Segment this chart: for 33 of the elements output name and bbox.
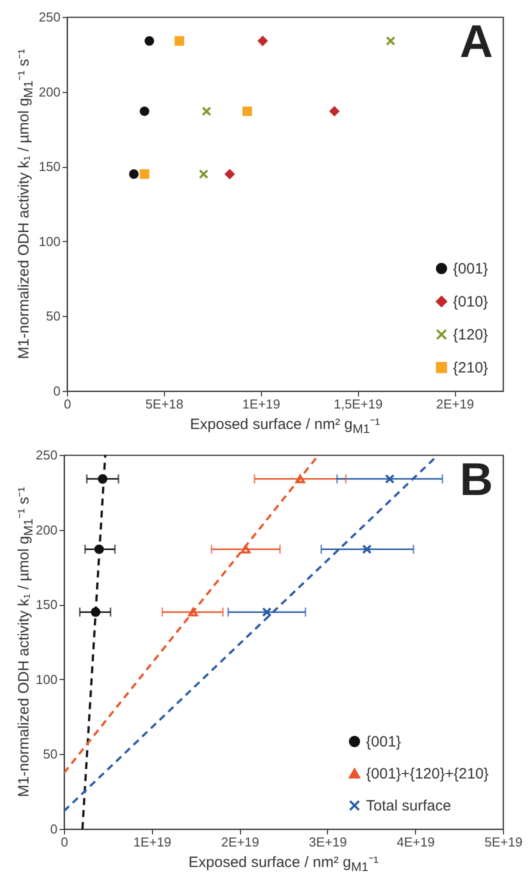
y-tick-label: 200 bbox=[38, 84, 60, 100]
x-tick-label: 3E+19 bbox=[308, 834, 347, 850]
annotation: B bbox=[460, 453, 493, 505]
y-tick-label: 100 bbox=[36, 672, 58, 687]
x-tick-label: 0 bbox=[64, 396, 72, 412]
x-tick-label: 2E+19 bbox=[221, 834, 260, 850]
y-tick-label: 100 bbox=[38, 234, 60, 249]
y-tick-label: 50 bbox=[46, 308, 60, 324]
annotation: A bbox=[460, 15, 493, 67]
x-axis-title: Exposed surface / nm² g$_{M1}$⁻¹ bbox=[188, 853, 378, 874]
y-tick-label: 250 bbox=[36, 448, 58, 462]
x-tick-label: 5E+18 bbox=[145, 396, 184, 412]
legend-label: Total surface bbox=[366, 798, 452, 814]
y-tick-label: 150 bbox=[36, 597, 58, 612]
x-axis-title: Exposed surface / nm² g$_{M1}$⁻¹ bbox=[190, 415, 380, 436]
legend-label: {210} bbox=[453, 360, 488, 376]
y-tick-label: 250 bbox=[38, 10, 60, 24]
x-tick-label: 2E+19 bbox=[436, 396, 474, 412]
y-tick-label: 0 bbox=[53, 384, 60, 398]
x-tick-label: 1E+19 bbox=[242, 396, 280, 412]
legend-label: {120} bbox=[453, 326, 488, 344]
legend-label: {010} bbox=[453, 294, 488, 310]
legend-label: {001} bbox=[366, 734, 402, 750]
x-tick-label: 1E+19 bbox=[133, 834, 172, 850]
y-tick-label: 0 bbox=[50, 822, 58, 836]
legend-label: {001} bbox=[453, 260, 488, 278]
y-tick-label: 150 bbox=[38, 159, 60, 174]
y-tick-label: 200 bbox=[36, 522, 58, 538]
x-tick-label: 5E+19 bbox=[484, 834, 522, 850]
legend-label: {001}+{120}+{210} bbox=[366, 766, 489, 782]
x-tick-label: 1,5E+19 bbox=[334, 396, 383, 412]
x-tick-label: 4E+19 bbox=[396, 834, 435, 850]
y-tick-label: 50 bbox=[43, 746, 58, 762]
